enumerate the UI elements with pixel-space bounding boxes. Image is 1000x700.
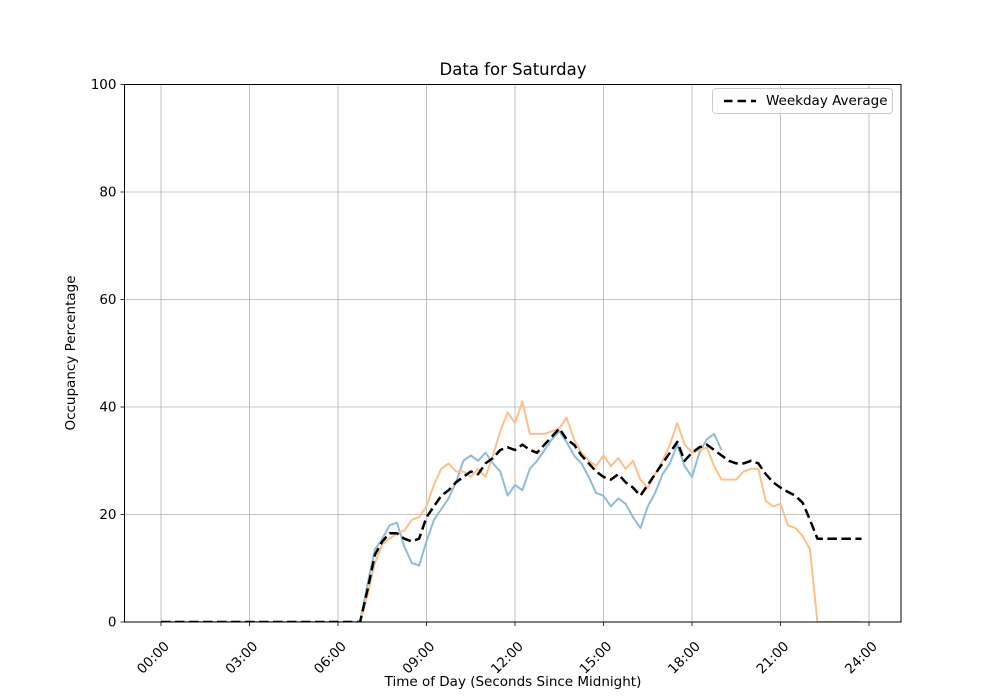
- y-tick-label: 60: [99, 292, 116, 308]
- y-tick-label: 80: [99, 185, 116, 201]
- y-tick-label: 20: [99, 507, 116, 523]
- x-tick-label: 15:00: [577, 639, 616, 678]
- x-tick-label: 24:00: [842, 639, 881, 678]
- series-line-saturday-line-2: [161, 400, 862, 622]
- x-axis-label: Time of Day (Seconds Since Midnight): [384, 674, 642, 690]
- x-tick-label: 03:00: [223, 639, 262, 678]
- axes-spines: [124, 84, 902, 623]
- y-tick-label: 100: [91, 77, 117, 93]
- legend-label: Weekday Average: [766, 93, 888, 109]
- x-tick-label: 06:00: [311, 639, 350, 678]
- x-tick-label: 18:00: [665, 639, 704, 678]
- x-tick-label: 21:00: [754, 639, 793, 678]
- x-tick-label: 00:00: [134, 639, 173, 678]
- legend: Weekday Average: [712, 88, 893, 114]
- y-tick-label: 0: [108, 615, 117, 631]
- x-tick-label: 09:00: [400, 639, 439, 678]
- y-tick-label: 40: [99, 400, 116, 416]
- series-line-saturday-line-1: [161, 430, 723, 622]
- series-line-weekday-average: [161, 427, 862, 622]
- x-tick-label: 12:00: [488, 639, 527, 678]
- y-axis-label: Occupancy Percentage: [63, 275, 79, 431]
- chart-title: Data for Saturday: [439, 60, 587, 79]
- legend-dashed-line-sample: [724, 99, 756, 103]
